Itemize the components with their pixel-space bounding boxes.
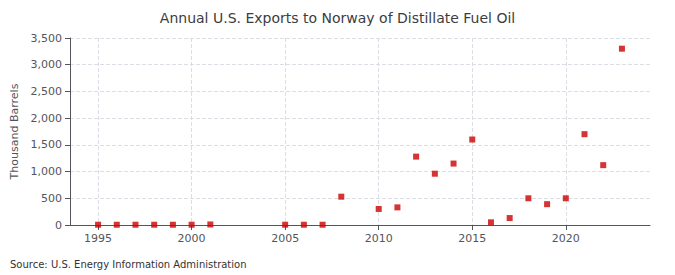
svg-text:3,500: 3,500	[31, 32, 63, 45]
svg-text:Source: U.S. Energy Informatio: Source: U.S. Energy Information Administ…	[10, 259, 247, 270]
svg-text:2005: 2005	[271, 232, 299, 245]
svg-text:2,000: 2,000	[31, 112, 63, 125]
svg-text:2,500: 2,500	[31, 85, 63, 98]
svg-text:1995: 1995	[84, 232, 112, 245]
svg-text:2015: 2015	[458, 232, 486, 245]
svg-text:3,000: 3,000	[31, 58, 63, 71]
svg-text:0: 0	[55, 219, 62, 232]
svg-text:500: 500	[41, 192, 62, 205]
svg-text:1,000: 1,000	[31, 165, 63, 178]
svg-text:Annual U.S. Exports to Norway: Annual U.S. Exports to Norway of Distill…	[160, 10, 515, 26]
svg-text:2020: 2020	[552, 232, 580, 245]
svg-text:2010: 2010	[365, 232, 393, 245]
svg-text:Thousand Barrels: Thousand Barrels	[8, 83, 21, 180]
svg-text:1,500: 1,500	[31, 138, 63, 151]
svg-text:2000: 2000	[178, 232, 206, 245]
